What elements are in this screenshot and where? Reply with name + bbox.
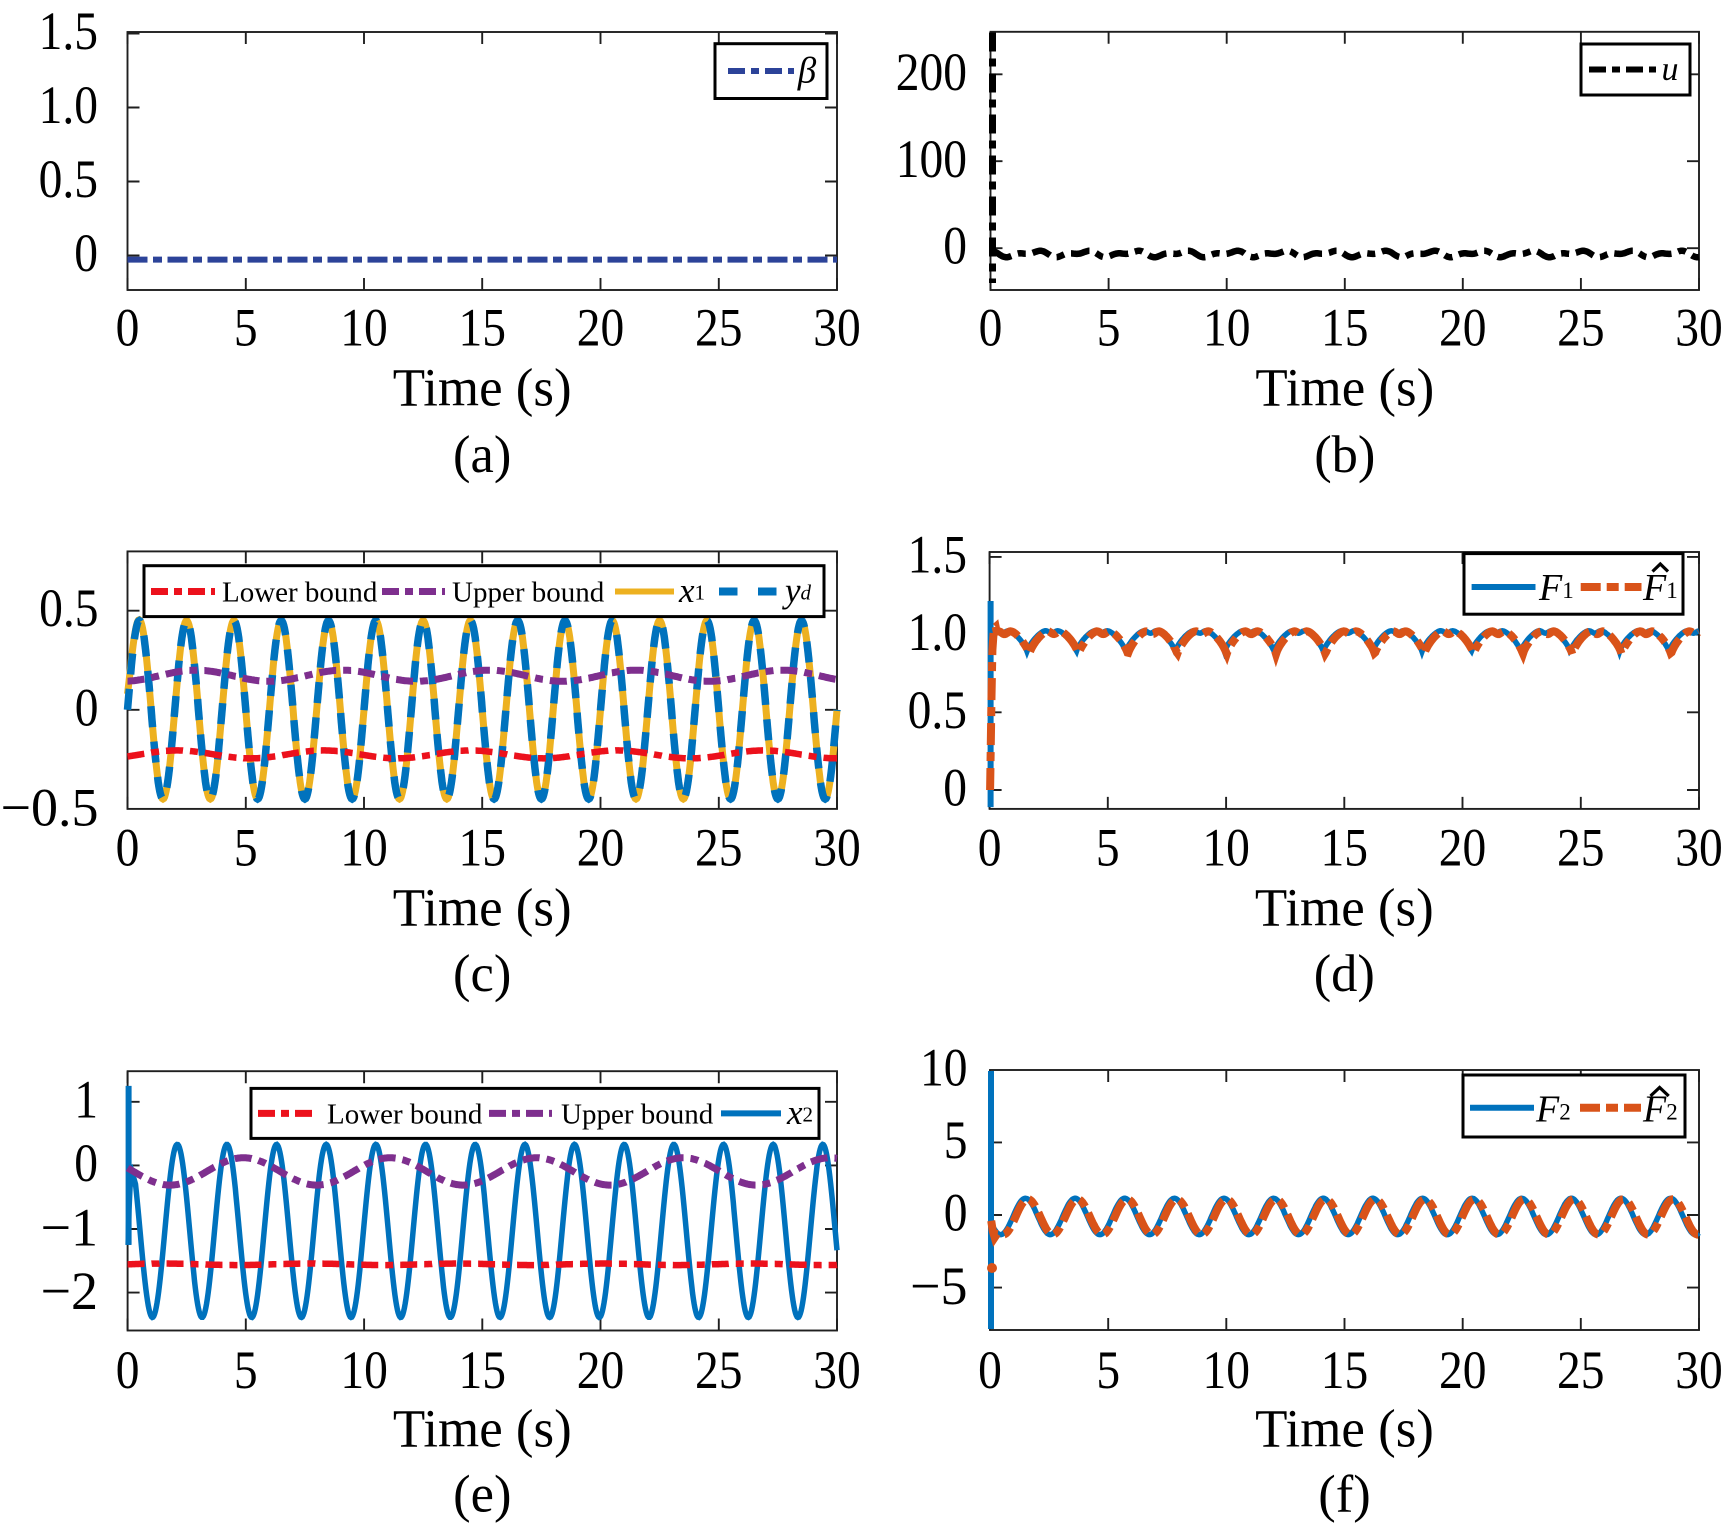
svg-text:(e): (e) (453, 1466, 511, 1524)
svg-text:F2: F2 (1642, 1089, 1678, 1131)
svg-text:5: 5 (1096, 819, 1120, 878)
svg-text:30: 30 (1675, 1341, 1723, 1400)
svg-text:0: 0 (74, 1134, 98, 1193)
svg-text:β: β (797, 51, 817, 92)
svg-text:1.0: 1.0 (39, 76, 98, 135)
svg-text:20: 20 (577, 299, 625, 358)
svg-text:10: 10 (920, 1039, 968, 1098)
svg-text:15: 15 (1321, 819, 1369, 878)
svg-text:(c): (c) (453, 945, 511, 1003)
svg-text:(b): (b) (1314, 426, 1375, 484)
svg-text:Lower bound: Lower bound (327, 1098, 483, 1130)
svg-text:0: 0 (978, 819, 1002, 878)
svg-text:200: 200 (896, 43, 967, 102)
svg-text:10: 10 (340, 299, 388, 358)
svg-text:0.5: 0.5 (908, 681, 967, 740)
svg-text:25: 25 (695, 1341, 743, 1400)
svg-text:0: 0 (978, 1341, 1002, 1400)
svg-text:−2: −2 (41, 1261, 98, 1321)
svg-text:Time (s): Time (s) (393, 357, 572, 418)
svg-text:0: 0 (75, 679, 99, 738)
svg-text:25: 25 (695, 819, 743, 878)
svg-text:5: 5 (1097, 299, 1121, 358)
svg-text:25: 25 (1557, 819, 1605, 878)
svg-text:30: 30 (1675, 299, 1723, 358)
svg-text:0: 0 (74, 224, 98, 283)
svg-text:25: 25 (1557, 1341, 1605, 1400)
svg-text:0: 0 (943, 217, 967, 276)
svg-text:Time (s): Time (s) (1255, 357, 1434, 418)
svg-text:20: 20 (1439, 299, 1487, 358)
svg-text:10: 10 (340, 819, 388, 878)
svg-text:10: 10 (1202, 819, 1250, 878)
svg-text:20: 20 (577, 1341, 625, 1400)
svg-text:25: 25 (695, 299, 743, 358)
svg-text:1.5: 1.5 (908, 526, 967, 585)
svg-text:(d): (d) (1314, 945, 1375, 1003)
svg-text:1.0: 1.0 (908, 603, 967, 662)
svg-text:(f): (f) (1318, 1466, 1370, 1524)
svg-text:20: 20 (1439, 1341, 1487, 1400)
svg-text:Time (s): Time (s) (393, 1398, 572, 1459)
svg-text:15: 15 (1321, 1341, 1369, 1400)
svg-text:15: 15 (458, 819, 506, 878)
svg-text:u: u (1662, 51, 1679, 88)
svg-text:10: 10 (340, 1341, 388, 1400)
svg-text:20: 20 (577, 819, 625, 878)
svg-text:0: 0 (944, 1184, 968, 1243)
svg-text:Time (s): Time (s) (1255, 877, 1434, 938)
svg-text:0: 0 (116, 1341, 140, 1400)
svg-text:Time (s): Time (s) (393, 877, 572, 938)
svg-text:15: 15 (458, 299, 506, 358)
svg-text:Upper bound: Upper bound (452, 577, 605, 609)
svg-text:−0.5: −0.5 (1, 777, 99, 837)
svg-text:1: 1 (74, 1071, 98, 1130)
svg-text:10: 10 (1203, 1341, 1251, 1400)
svg-text:5: 5 (234, 819, 258, 878)
svg-text:15: 15 (1321, 299, 1369, 358)
svg-text:5: 5 (944, 1111, 968, 1170)
svg-text:(a): (a) (453, 426, 511, 484)
svg-text:1.5: 1.5 (39, 2, 98, 61)
svg-text:20: 20 (1439, 819, 1487, 878)
svg-text:−5: −5 (910, 1256, 967, 1316)
svg-text:100: 100 (896, 130, 967, 189)
svg-text:15: 15 (459, 1341, 507, 1400)
svg-text:30: 30 (813, 299, 861, 358)
svg-text:30: 30 (813, 1341, 861, 1400)
svg-text:25: 25 (1557, 299, 1605, 358)
svg-text:0: 0 (116, 819, 140, 878)
svg-text:30: 30 (813, 819, 861, 878)
svg-text:Upper bound: Upper bound (561, 1098, 714, 1130)
svg-text:0: 0 (116, 299, 140, 358)
svg-text:−1: −1 (41, 1198, 98, 1258)
svg-text:10: 10 (1203, 299, 1251, 358)
svg-text:0.5: 0.5 (39, 579, 98, 638)
svg-text:Time (s): Time (s) (1255, 1398, 1434, 1459)
svg-text:30: 30 (1675, 819, 1723, 878)
svg-text:x2: x2 (786, 1093, 813, 1132)
svg-text:5: 5 (234, 299, 258, 358)
svg-text:0: 0 (943, 759, 967, 818)
svg-text:5: 5 (1096, 1341, 1120, 1400)
svg-text:Lower bound: Lower bound (222, 577, 378, 609)
svg-text:0: 0 (979, 299, 1003, 358)
svg-text:0.5: 0.5 (39, 150, 98, 209)
svg-text:5: 5 (234, 1341, 258, 1400)
